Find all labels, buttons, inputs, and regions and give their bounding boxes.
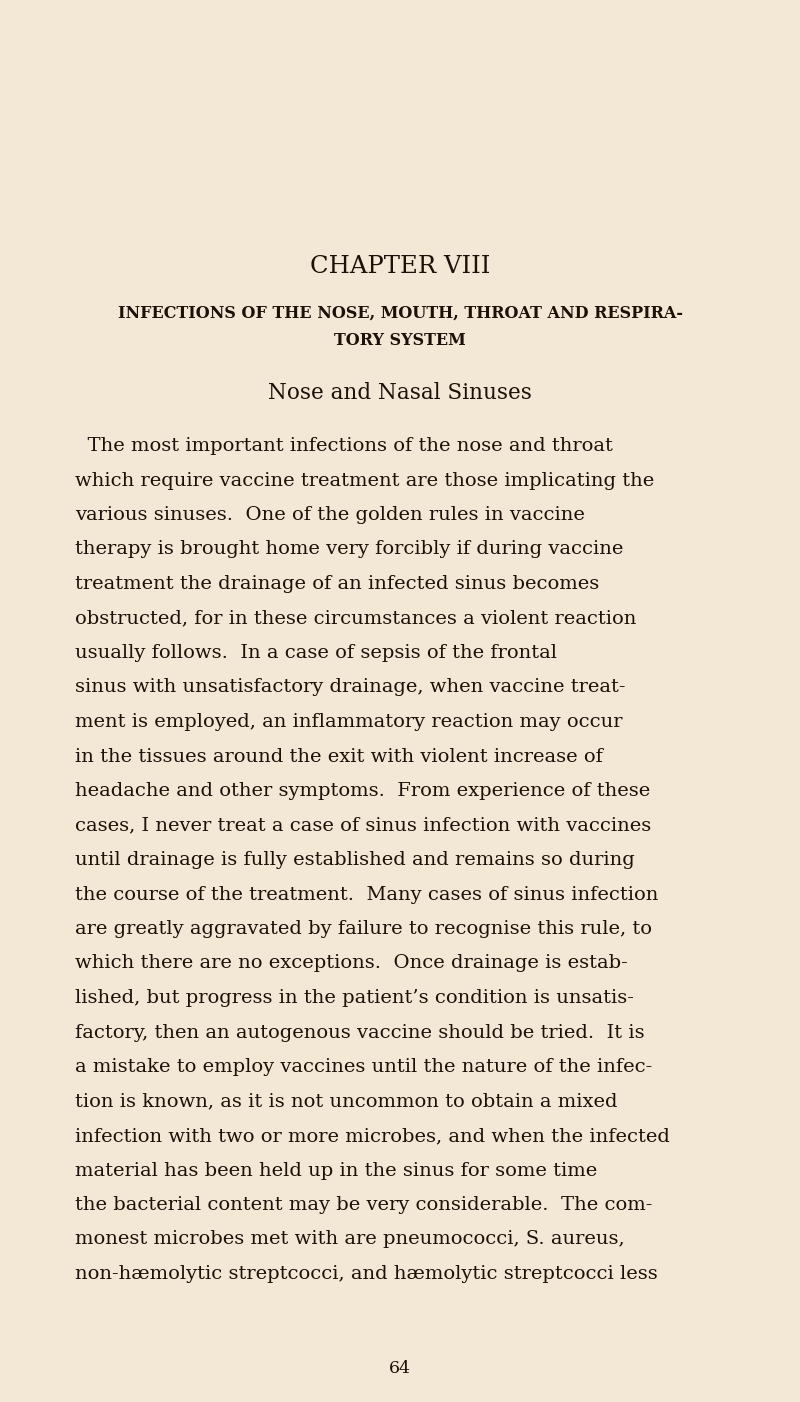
Text: lished, but progress in the patient’s condition is unsatis-: lished, but progress in the patient’s co… <box>75 988 634 1007</box>
Text: factory, then an autogenous vaccine should be tried.  It is: factory, then an autogenous vaccine shou… <box>75 1023 645 1042</box>
Text: INFECTIONS OF THE NOSE, MOUTH, THROAT AND RESPIRA-: INFECTIONS OF THE NOSE, MOUTH, THROAT AN… <box>118 306 682 322</box>
Text: 64: 64 <box>389 1360 411 1377</box>
Text: Nose and Nasal Sinuses: Nose and Nasal Sinuses <box>268 381 532 404</box>
Text: a mistake to employ vaccines until the nature of the infec-: a mistake to employ vaccines until the n… <box>75 1059 652 1075</box>
Text: obstructed, for in these circumstances a violent reaction: obstructed, for in these circumstances a… <box>75 610 636 628</box>
Text: treatment the drainage of an infected sinus becomes: treatment the drainage of an infected si… <box>75 575 599 593</box>
Text: in the tissues around the exit with violent increase of: in the tissues around the exit with viol… <box>75 747 603 765</box>
Text: TORY SYSTEM: TORY SYSTEM <box>334 332 466 349</box>
Text: ment is employed, an inflammatory reaction may occur: ment is employed, an inflammatory reacti… <box>75 714 622 730</box>
Text: various sinuses.  One of the golden rules in vaccine: various sinuses. One of the golden rules… <box>75 506 585 524</box>
Text: usually follows.  In a case of sepsis of the frontal: usually follows. In a case of sepsis of … <box>75 644 557 662</box>
Text: until drainage is fully established and remains so during: until drainage is fully established and … <box>75 851 634 869</box>
Text: the course of the treatment.  Many cases of sinus infection: the course of the treatment. Many cases … <box>75 886 658 903</box>
Text: infection with two or more microbes, and when the infected: infection with two or more microbes, and… <box>75 1127 670 1145</box>
Text: cases, I never treat a case of sinus infection with vaccines: cases, I never treat a case of sinus inf… <box>75 816 651 834</box>
Text: which require vaccine treatment are those implicating the: which require vaccine treatment are thos… <box>75 471 654 489</box>
Text: therapy is brought home very forcibly if during vaccine: therapy is brought home very forcibly if… <box>75 541 623 558</box>
Text: tion is known, as it is not uncommon to obtain a mixed: tion is known, as it is not uncommon to … <box>75 1092 618 1110</box>
Text: the bacterial content may be very considerable.  The com-: the bacterial content may be very consid… <box>75 1196 652 1214</box>
Text: are greatly aggravated by failure to recognise this rule, to: are greatly aggravated by failure to rec… <box>75 920 652 938</box>
Text: material has been held up in the sinus for some time: material has been held up in the sinus f… <box>75 1161 598 1179</box>
Text: headache and other symptoms.  From experience of these: headache and other symptoms. From experi… <box>75 782 650 801</box>
Text: non-hæmolytic streptcocci, and hæmolytic streptcocci less: non-hæmolytic streptcocci, and hæmolytic… <box>75 1265 658 1283</box>
Text: CHAPTER VIII: CHAPTER VIII <box>310 255 490 278</box>
Text: The most important infections of the nose and throat: The most important infections of the nos… <box>75 437 613 456</box>
Text: monest microbes met with are pneumococci, S. aureus,: monest microbes met with are pneumococci… <box>75 1231 625 1249</box>
Text: sinus with unsatisfactory drainage, when vaccine treat-: sinus with unsatisfactory drainage, when… <box>75 679 626 697</box>
Text: which there are no exceptions.  Once drainage is estab-: which there are no exceptions. Once drai… <box>75 955 628 973</box>
